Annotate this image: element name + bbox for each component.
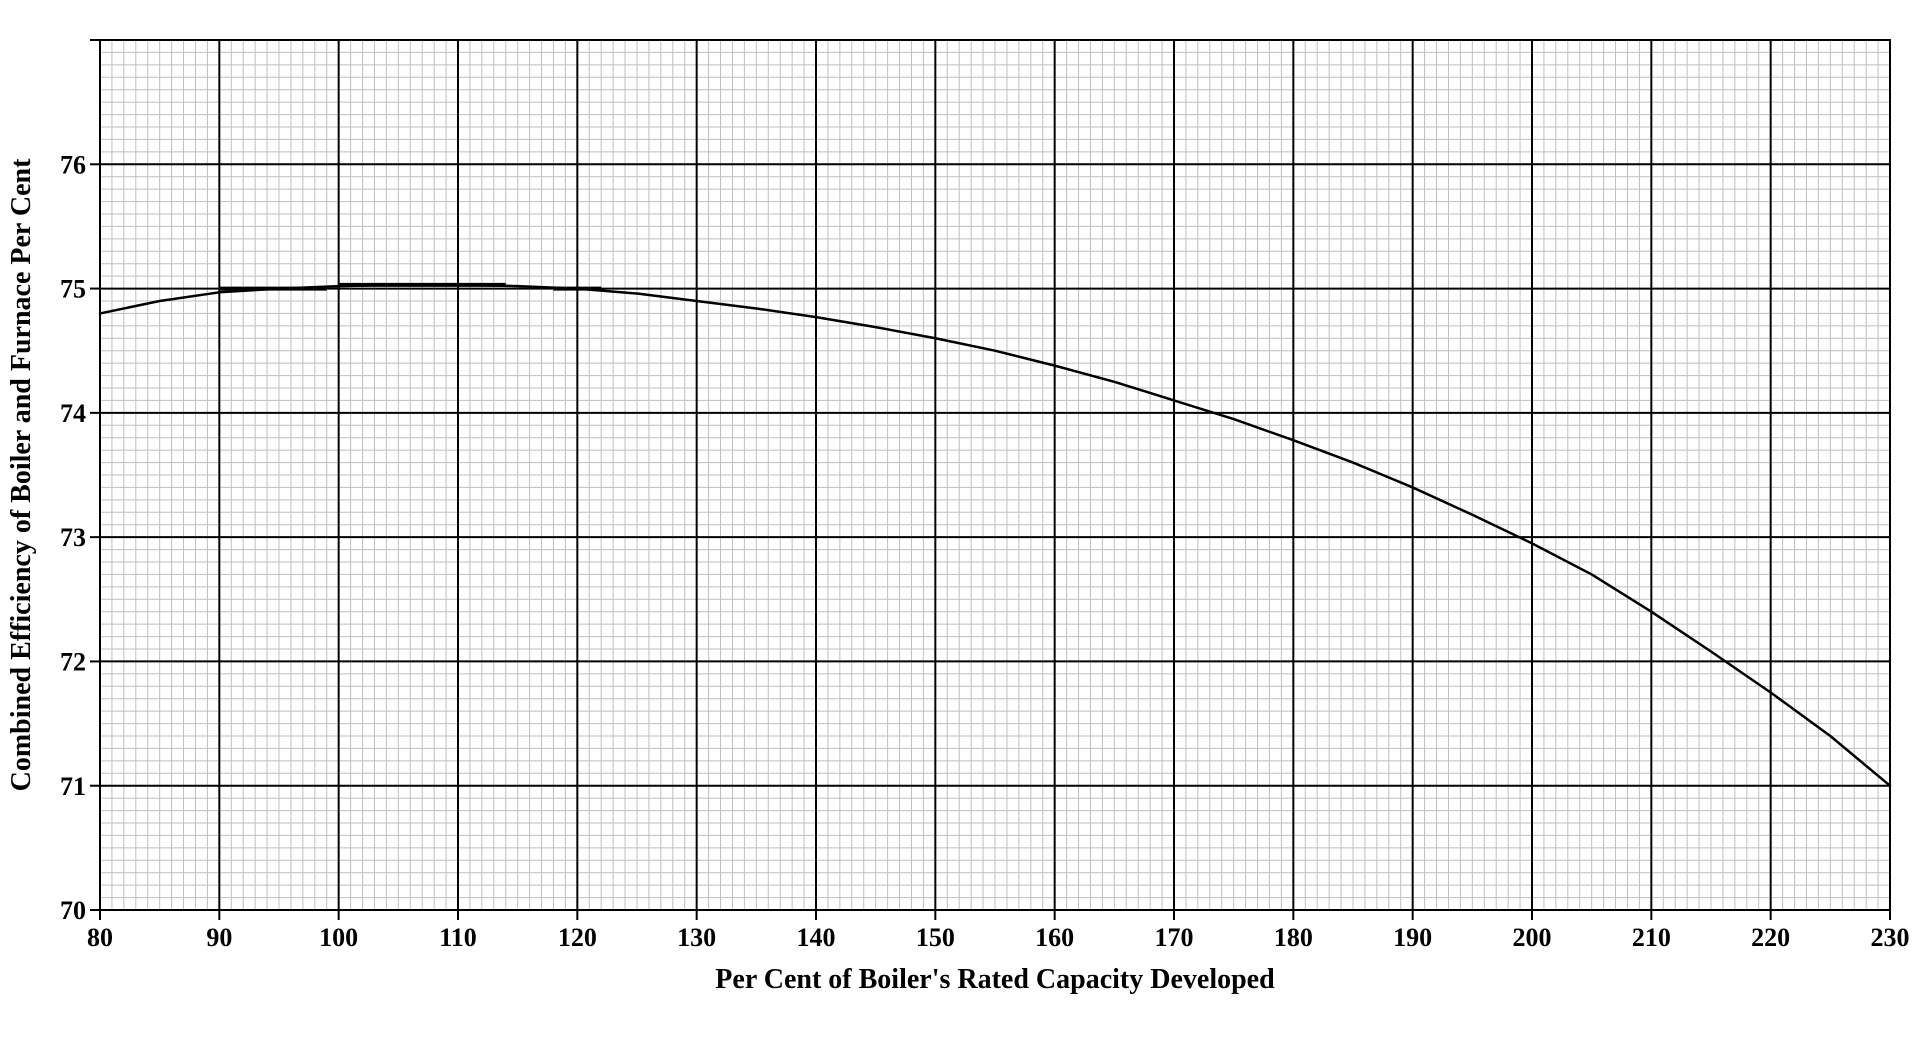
x-tick-label: 170 [1155,923,1194,952]
x-tick-label: 130 [677,923,716,952]
x-tick-label: 200 [1513,923,1552,952]
x-tick-label: 180 [1274,923,1313,952]
y-tick-label: 75 [60,275,86,304]
x-tick-label: 230 [1871,923,1910,952]
x-tick-label: 150 [916,923,955,952]
x-tick-label: 160 [1035,923,1074,952]
x-tick-label: 90 [206,923,232,952]
x-tick-label: 100 [319,923,358,952]
y-tick-label: 73 [60,523,86,552]
efficiency-chart: 80 90 100 110 120 130 140 150 160 170 180 190 200 210… [0,20,1920,1026]
x-tick-label: 220 [1751,923,1790,952]
y-tick-label: 72 [60,648,86,677]
y-tick-label: 74 [60,399,86,428]
x-tick-label: 140 [797,923,836,952]
x-tick-label: 190 [1393,923,1432,952]
y-tick-label: 71 [60,772,86,801]
x-tick-label: 120 [558,923,597,952]
y-tick-label: 76 [60,150,86,179]
chart-svg: 80 90 100 110 120 130 140 150 160 170 180 190 200 210… [0,20,1920,1026]
y-axis-label: Combined Efficiency of Boiler and Furnac… [6,158,37,791]
x-tick-label: 80 [87,923,113,952]
x-tick-label: 210 [1632,923,1671,952]
x-axis-label: Per Cent of Boiler's Rated Capacity Deve… [715,964,1275,995]
y-tick-label: 70 [60,896,86,925]
x-tick-label: 110 [439,923,477,952]
